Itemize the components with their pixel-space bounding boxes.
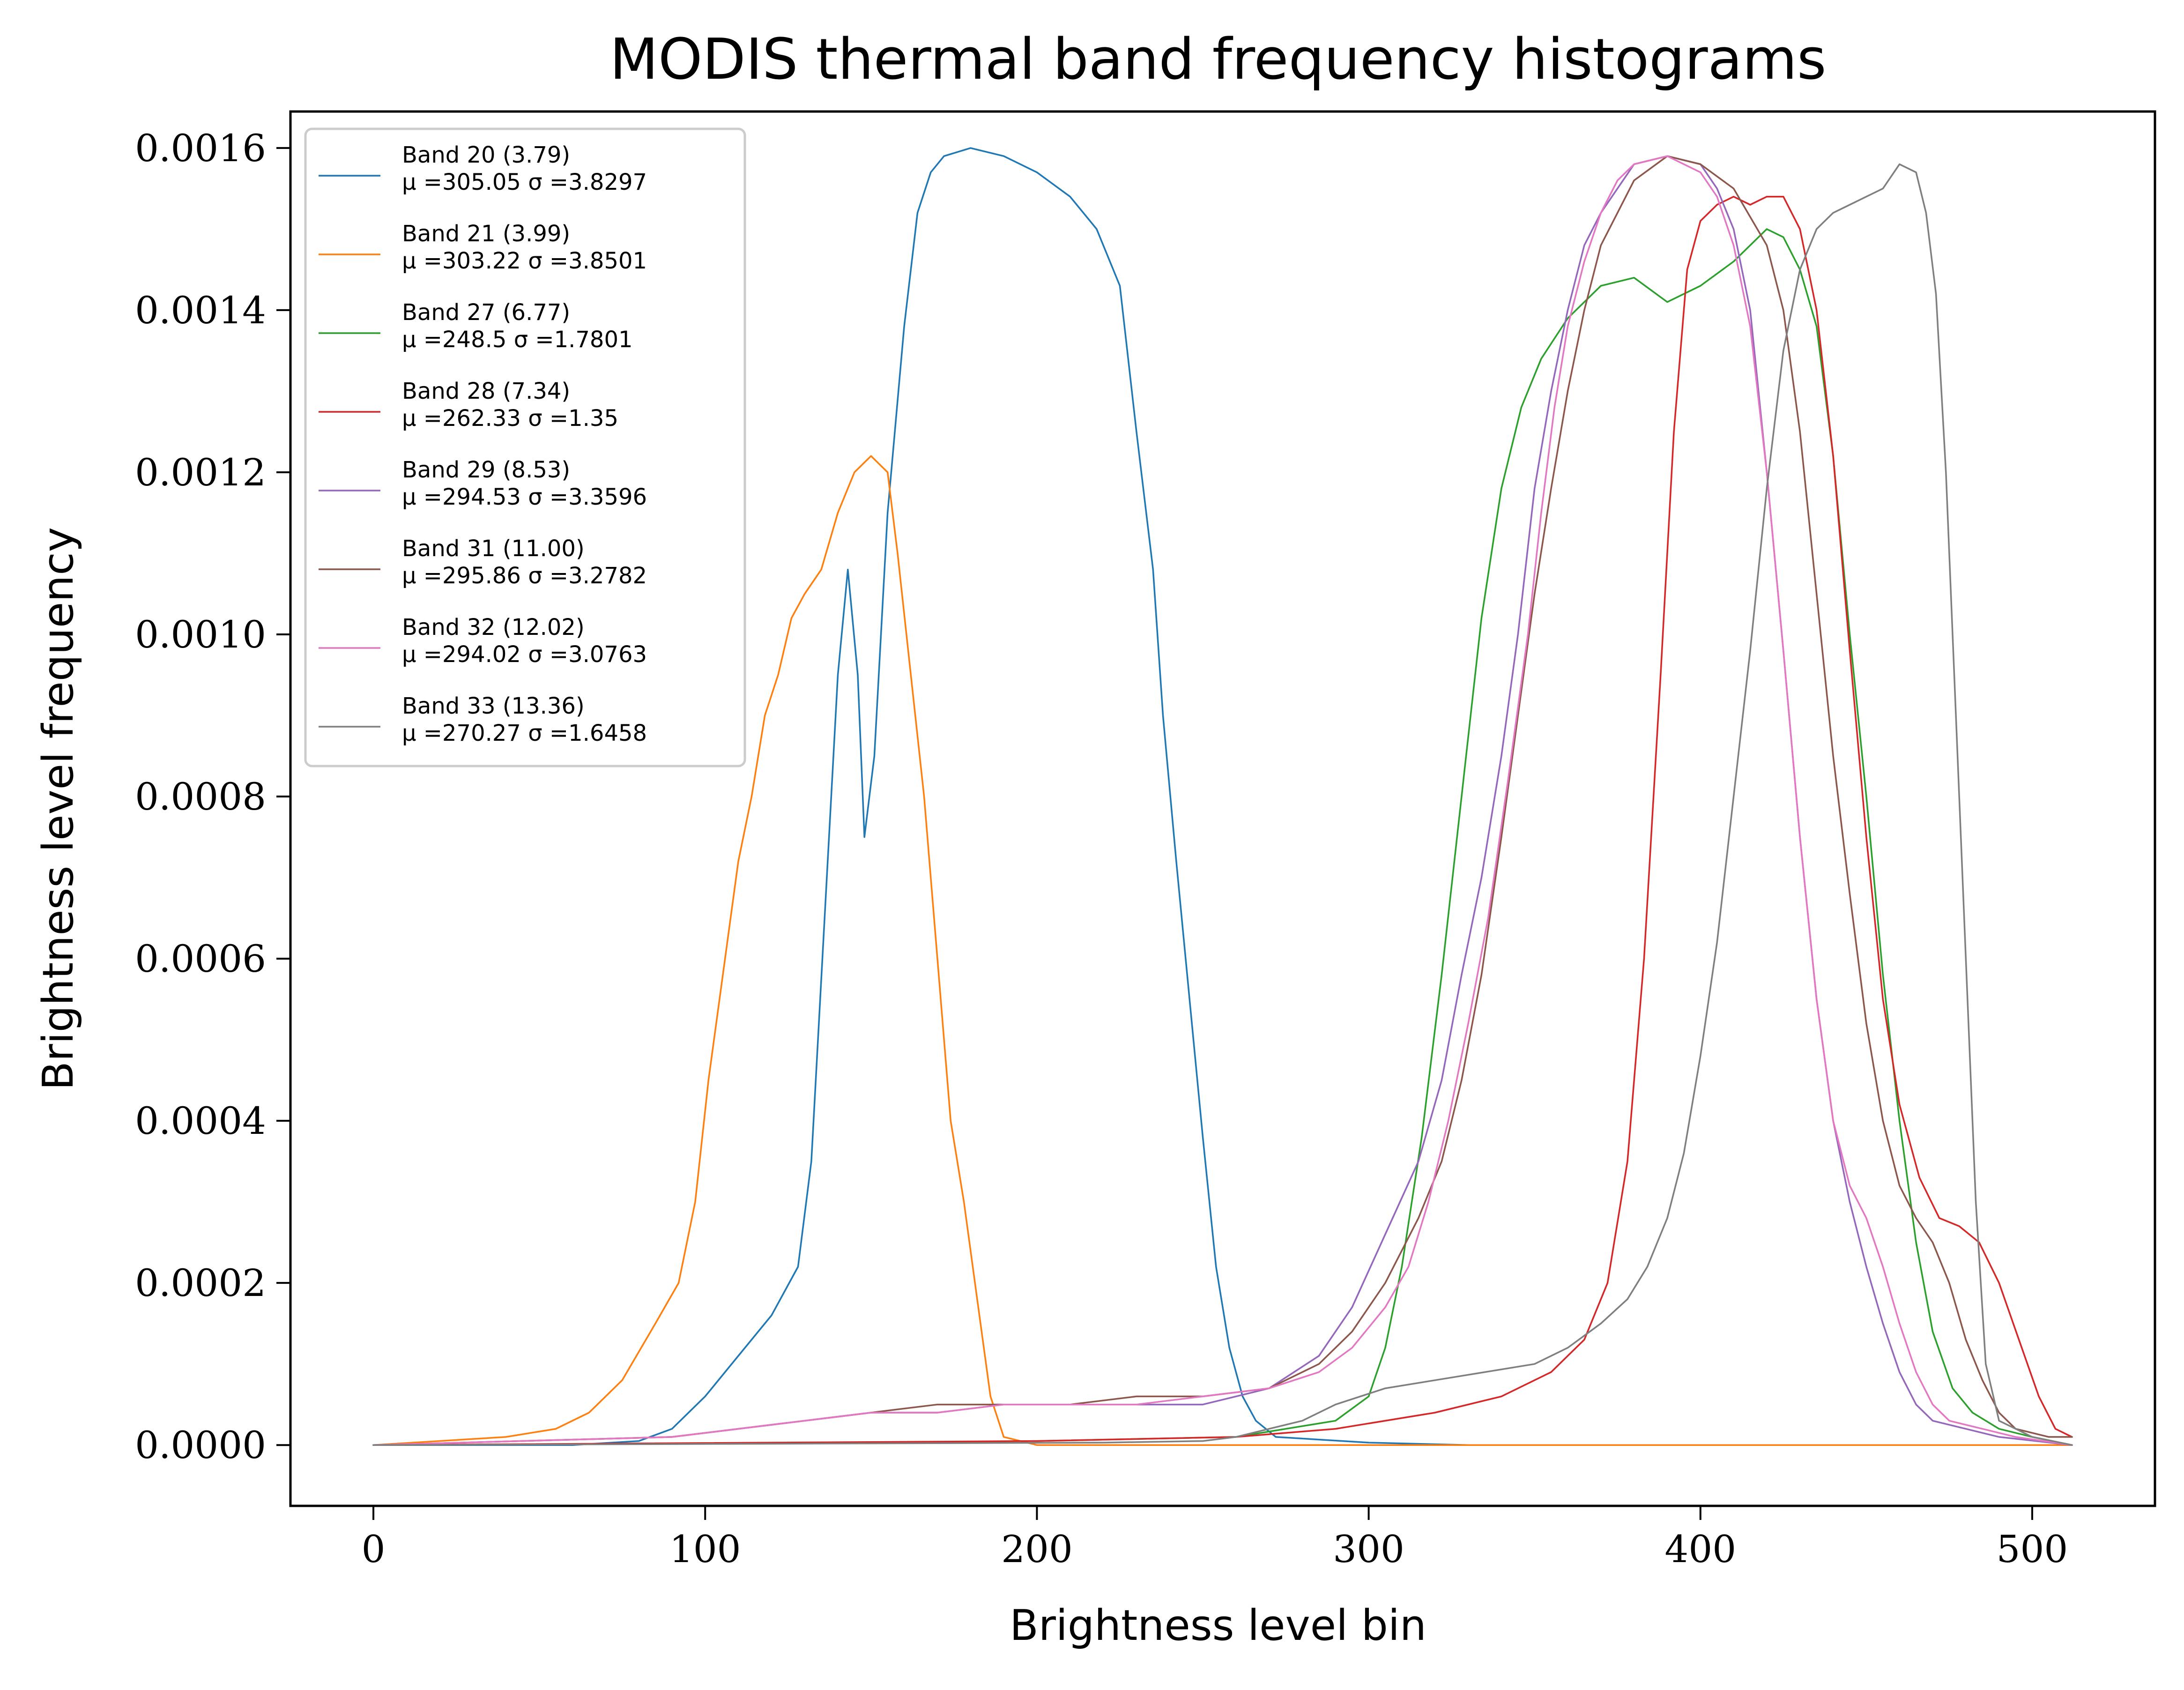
y-tick-label: 0.0016 [135,127,266,170]
chart-title: MODIS thermal band frequency histograms [609,27,1826,92]
legend-stats: μ =294.53 σ =3.3596 [402,484,647,510]
y-tick-label: 0.0004 [135,1099,266,1143]
series-line-1 [372,147,1469,1446]
y-tick-label: 0.0012 [135,451,266,494]
legend-stats: μ =262.33 σ =1.35 [402,405,618,432]
series-line-2 [372,455,2073,1446]
x-axis-label: Brightness level bin [1010,1601,1426,1650]
legend-label: Band 20 (3.79) [402,142,570,168]
legend: Band 20 (3.79)μ =305.05 σ =3.8297 Band 21… [304,127,746,767]
x-tick-label: 300 [1333,1527,1404,1571]
series-line-3 [372,228,2073,1446]
series-line-6 [372,155,2073,1446]
legend-label: Band 29 (8.53) [402,457,570,483]
series-line-7 [372,155,2073,1446]
x-tick-label: 0 [362,1527,386,1571]
legend-entries: Band 20 (3.79)μ =305.05 σ =3.8297 Band 21… [319,142,647,746]
legend-label: Band 33 (13.36) [402,693,585,719]
y-axis-label: Brightness level frequency [34,527,83,1090]
y-tick-label: 0.0002 [135,1261,266,1305]
legend-label: Band 32 (12.02) [402,614,585,640]
legend-stats: μ =305.05 σ =3.8297 [402,169,647,195]
y-tick-label: 0.0014 [135,289,266,332]
plot-frame [289,110,2156,1507]
legend-stats: μ =294.02 σ =3.0763 [402,641,647,668]
x-tick-label: 200 [1001,1527,1073,1571]
y-tick-label: 0.0006 [135,937,266,981]
legend-entry: Band 33 (13.36)μ =270.27 σ =1.6458 [319,693,647,746]
legend-stats: μ =248.5 σ =1.7801 [402,327,633,353]
y-tick-label: 0.0010 [135,613,266,656]
legend-label: Band 27 (6.77) [402,299,570,326]
legend-entry: Band 29 (8.53)μ =294.53 σ =3.3596 [319,457,647,510]
legend-label: Band 28 (7.34) [402,378,570,404]
series-line-8 [372,163,2073,1446]
x-tick-label: 500 [1997,1527,2068,1571]
x-tick-label: 100 [669,1527,741,1571]
legend-label: Band 31 (11.00) [402,536,585,562]
legend-stats: μ =295.86 σ =3.2782 [402,563,647,589]
legend-entry: Band 32 (12.02)μ =294.02 σ =3.0763 [319,614,647,668]
legend-stats: μ =303.22 σ =3.8501 [402,248,647,274]
legend-entry: Band 27 (6.77)μ =248.5 σ =1.7801 [319,299,633,353]
x-tick-label: 400 [1664,1527,1736,1571]
y-tick-label: 0.0000 [135,1423,266,1467]
y-tick-label: 0.0008 [135,775,266,819]
x-axis: 0 100 200 300 400 500 [362,1506,2068,1571]
legend-stats: μ =270.27 σ =1.6458 [402,720,647,746]
legend-entry: Band 31 (11.00)μ =295.86 σ =3.2782 [319,536,647,589]
series-line-4 [372,195,2073,1446]
legend-entry: Band 21 (3.99)μ =303.22 σ =3.8501 [319,221,647,274]
legend-entry: Band 28 (7.34)μ =262.33 σ =1.35 [319,378,618,432]
series-layer [372,147,2073,1446]
legend-label: Band 21 (3.99) [402,221,570,247]
legend-entry: Band 20 (3.79)μ =305.05 σ =3.8297 [319,142,647,195]
legend-box [304,127,746,767]
y-axis: 0.0000 0.0002 0.0004 0.0006 0.0008 0.0010 0.00… [135,127,290,1467]
